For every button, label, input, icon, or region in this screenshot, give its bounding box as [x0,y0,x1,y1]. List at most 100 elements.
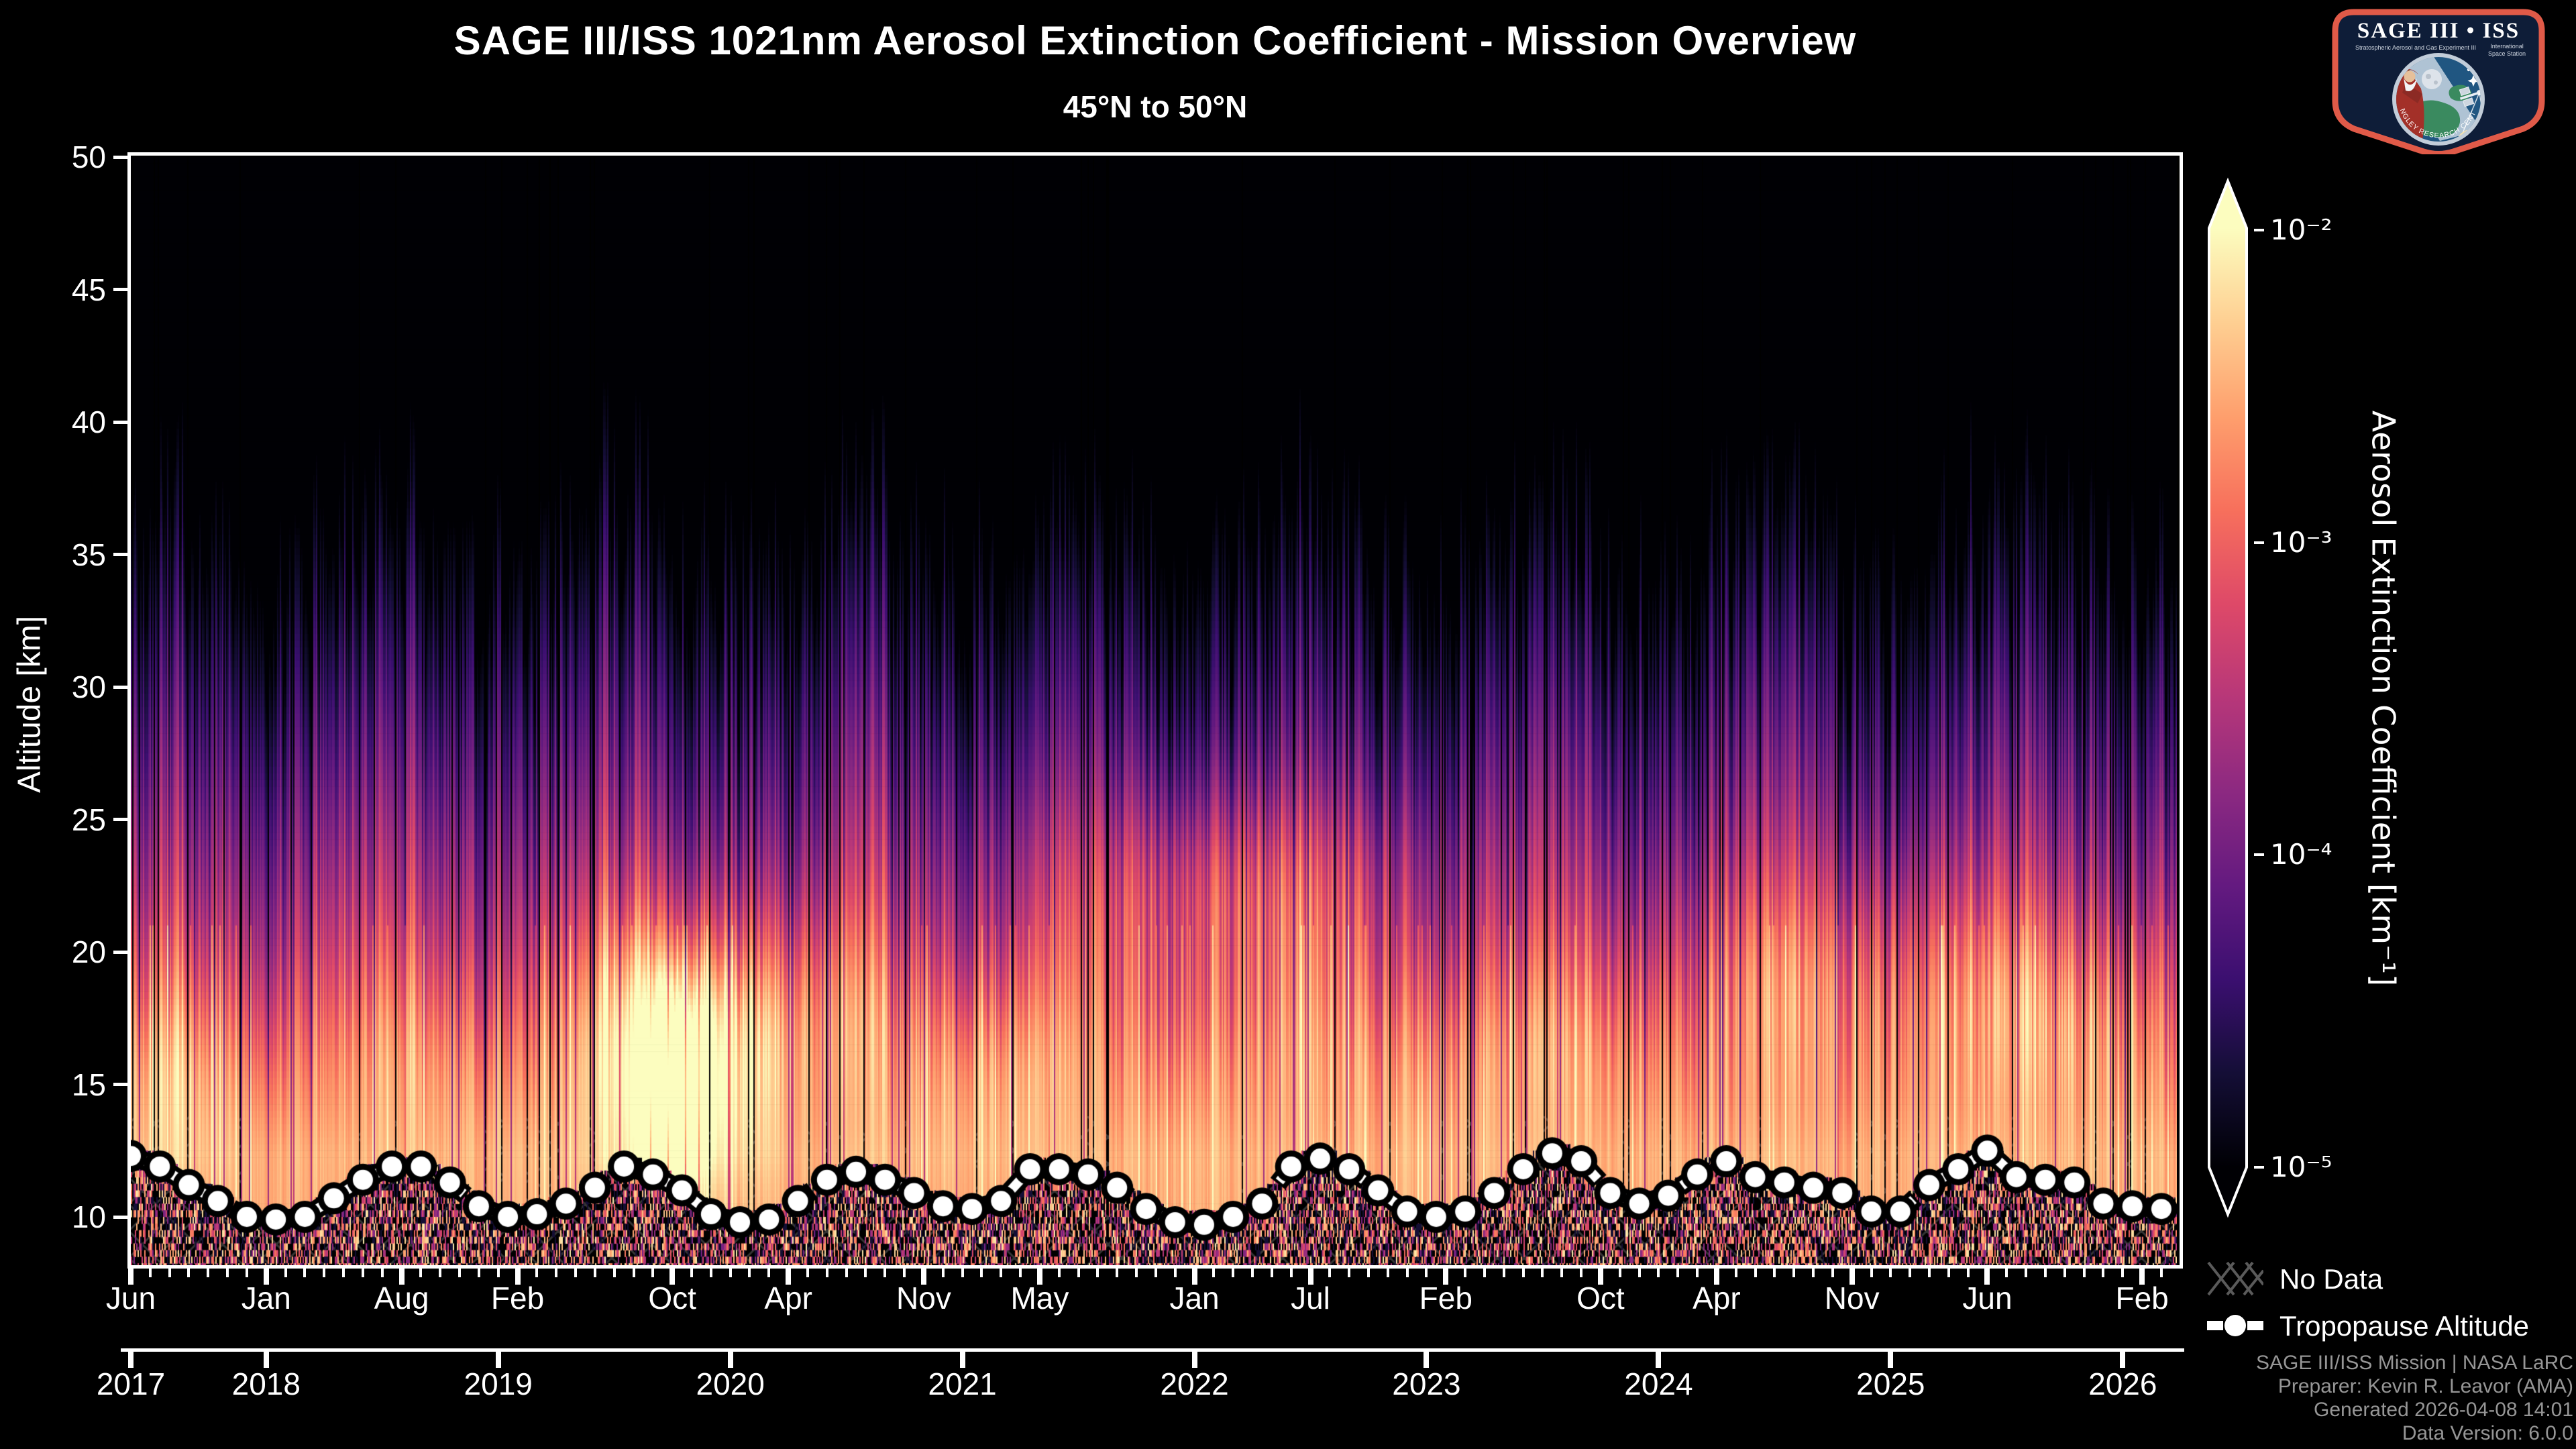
x-month-minor-tick [555,1269,558,1277]
y-tick-label: 20 [71,934,106,969]
x-month-minor-tick [767,1269,771,1277]
logo-intl-2: Space Station [2488,50,2526,57]
x-month-minor-tick [709,1269,712,1277]
x-month-tick [1036,1269,1042,1285]
x-month-tick [128,1269,133,1285]
y-tick-label: 30 [71,669,106,704]
x-month-minor-tick [1831,1269,1834,1277]
colorbar-tick-label: 10⁻⁵ [2270,1150,2332,1183]
y-tick [113,1215,129,1219]
x-month-minor-tick [1560,1269,1564,1277]
x-month-tick-label: Oct [1576,1281,1625,1316]
x-month-tick-label: Oct [648,1281,696,1316]
x-month-minor-tick [806,1269,809,1277]
x-month-minor-tick [729,1269,732,1277]
x-month-minor-tick [864,1269,867,1277]
x-month-minor-tick [1947,1269,1950,1277]
x-month-minor-tick [1773,1269,1776,1277]
x-month-minor-tick [1000,1269,1003,1277]
year-tick [1656,1352,1662,1368]
y-tick-label: 35 [71,537,106,572]
x-month-minor-tick [1618,1269,1621,1277]
x-month-minor-tick [574,1269,578,1277]
y-tick [113,420,129,424]
logo-intl-1: International [2490,43,2524,50]
legend-no-data-label: No Data [2279,1263,2383,1295]
x-month-minor-tick [1792,1269,1796,1277]
x-month-minor-tick [941,1269,945,1277]
footer-line-1: SAGE III/ISS Mission | NASA LaRC [2256,1352,2573,1374]
x-month-minor-tick [2063,1269,2066,1277]
year-tick-label: 2017 [96,1366,166,1401]
year-tick-label: 2021 [928,1366,997,1401]
colorbar-tick [2254,541,2264,544]
x-month-tick [786,1269,792,1285]
page-subtitle: 45°N to 50°N [1063,89,1248,124]
hatch-icon [2207,1260,2263,1297]
x-month-minor-tick [1270,1269,1273,1277]
x-month-minor-tick [1812,1269,1815,1277]
x-month-minor-tick [1405,1269,1409,1277]
x-month-tick [1191,1269,1197,1285]
x-month-tick [398,1269,405,1285]
x-month-minor-tick [226,1269,229,1277]
colorbar [2208,177,2248,1218]
x-month-tick [920,1269,926,1285]
x-month-minor-tick [535,1269,539,1277]
x-month-minor-tick [651,1269,655,1277]
x-month-minor-tick [1464,1269,1467,1277]
year-tick [263,1352,269,1368]
x-month-minor-tick [1386,1269,1389,1277]
x-month-minor-tick [2121,1269,2125,1277]
y-tick [113,818,129,821]
y-tick [113,155,129,159]
x-month-tick-label: Jan [1169,1281,1220,1316]
x-month-minor-tick [1928,1269,1931,1277]
x-month-minor-tick [1889,1269,1892,1277]
x-month-tick [515,1269,521,1285]
x-month-minor-tick [2159,1269,2163,1277]
x-month-minor-tick [1425,1269,1428,1277]
x-month-minor-tick [148,1269,152,1277]
x-month-minor-tick [496,1269,500,1277]
legend-tropopause-label: Tropopause Altitude [2279,1310,2530,1342]
logo-title: SAGE III • ISS [2357,19,2520,43]
x-month-minor-tick [845,1269,848,1277]
x-month-tick [1307,1269,1313,1285]
x-month-tick-label: Nov [896,1281,951,1316]
x-month-minor-tick [1251,1269,1254,1277]
x-month-minor-tick [342,1269,345,1277]
year-tick-label: 2025 [1856,1366,1925,1401]
x-month-minor-tick [1502,1269,1505,1277]
x-month-tick-label: May [1010,1281,1069,1316]
mission-logo: SAGE III • ISS Stratospheric Aerosol and… [2331,8,2545,154]
x-month-tick-label: Jun [105,1281,156,1316]
year-tick-label: 2024 [1624,1366,1693,1401]
year-tick-label: 2023 [1392,1366,1461,1401]
colorbar-gradient [2208,177,2248,1218]
colorbar-tick [2254,1166,2264,1169]
x-month-minor-tick [1173,1269,1177,1277]
y-tick [113,685,129,689]
x-month-tick-label: Jul [1291,1281,1330,1316]
y-tick-label: 10 [71,1199,106,1234]
x-month-minor-tick [380,1269,384,1277]
year-tick [727,1352,733,1368]
x-month-minor-tick [1521,1269,1525,1277]
x-month-tick [669,1269,676,1285]
colorbar-tick-label: 10⁻³ [2270,525,2332,559]
x-month-tick-label: Aug [374,1281,429,1316]
x-month-tick-label: Jan [241,1281,291,1316]
x-month-minor-tick [1909,1269,1912,1277]
y-tick-label: 15 [71,1067,106,1102]
x-month-minor-tick [1483,1269,1486,1277]
x-month-tick-label: Nov [1824,1281,1880,1316]
x-month-tick [263,1269,269,1285]
x-month-minor-tick [632,1269,635,1277]
y-tick [113,553,129,556]
x-month-minor-tick [612,1269,616,1277]
x-month-minor-tick [1541,1269,1544,1277]
footer-line-2: Preparer: Kevin R. Leavor (AMA) [2277,1375,2573,1397]
x-month-tick [1984,1269,1990,1285]
